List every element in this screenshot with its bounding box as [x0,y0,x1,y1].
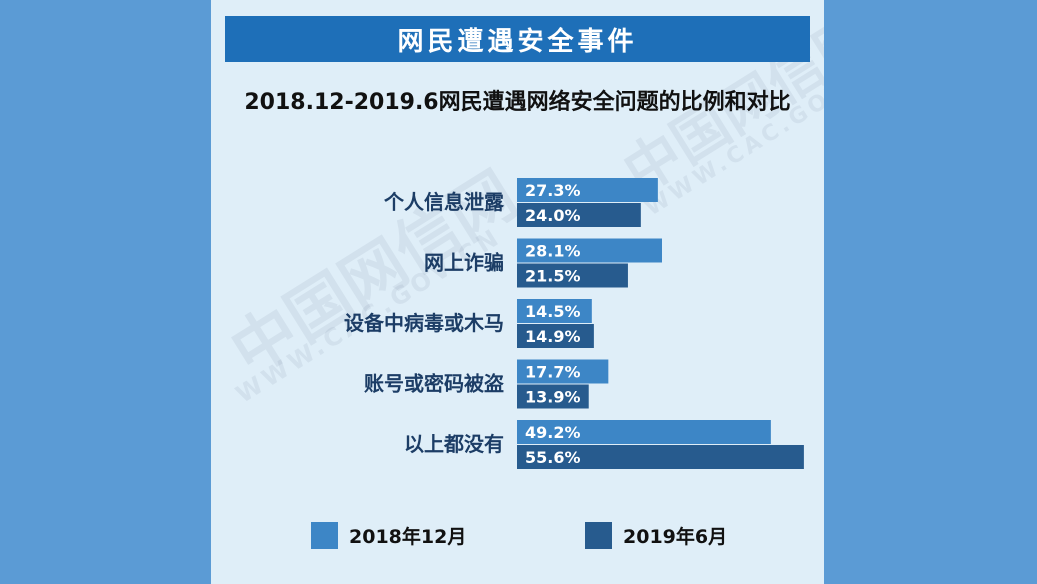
bar-chart: 个人信息泄露 27.3% 24.0% 网上诈骗 28.1% 21.5% 设备中病毒或木马 14… [344,178,804,469]
banner-title: 网民遭遇安全事件 [225,16,810,62]
bar-2018 [517,238,662,263]
legend-item-2018: 2018年12月 [311,521,466,549]
bar-2018 [517,299,592,323]
bar-value-label-2018: 28.1% [525,242,581,261]
legend-label-2019: 2019年6月 [623,525,728,548]
bar-2019 [517,263,628,288]
bar-2019 [517,324,594,348]
bar-value-label-2018: 49.2% [525,423,581,442]
bar-2019 [517,203,641,227]
bar-value-label-2018: 14.5% [525,302,581,321]
category-label: 个人信息泄露 [383,190,505,214]
bar-value-label-2018: 17.7% [525,363,581,382]
legend-swatch-2019 [585,521,612,549]
category-label: 账号或密码被盗 [364,372,504,396]
legend-label-2018: 2018年12月 [349,525,467,548]
bar-2019 [517,384,589,409]
bar-value-label-2019: 14.9% [525,327,581,346]
category-label: 以上都没有 [404,432,504,456]
category-label: 网上诈骗 [424,251,504,275]
legend-item-2019: 2019年6月 [585,521,727,549]
bar-value-label-2019: 21.5% [525,267,581,286]
bar-2019 [517,445,804,469]
bar-value-label-2019: 24.0% [525,206,581,225]
bar-value-label-2019: 55.6% [525,448,581,467]
bar-2018 [517,178,658,202]
bar-2018 [517,420,771,444]
category-label: 设备中病毒或木马 [344,311,504,335]
bar-value-label-2018: 27.3% [525,181,581,200]
bar-2018 [517,359,609,384]
bar-value-label-2019: 13.9% [525,388,581,407]
chart-subtitle: 2018.12-2019.6网民遭遇网络安全问题的比例和对比 [244,90,791,115]
legend-swatch-2018 [311,521,338,549]
infographic-panel: 中国网信网 WWW.CAC.GOV.CN 中国网信网 WWW.CAC.GOV.C… [211,0,824,584]
